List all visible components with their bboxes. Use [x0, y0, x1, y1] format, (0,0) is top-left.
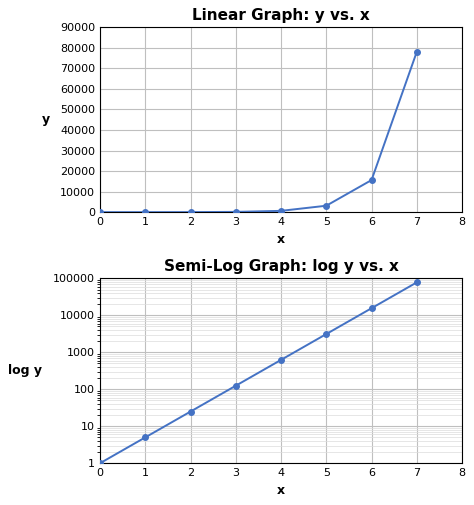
Y-axis label: y: y [42, 113, 50, 126]
X-axis label: x: x [277, 484, 285, 496]
X-axis label: x: x [277, 233, 285, 245]
Title: Semi-Log Graph: log y vs. x: Semi-Log Graph: log y vs. x [164, 260, 399, 274]
Y-axis label: log y: log y [9, 364, 42, 377]
Title: Linear Graph: y vs. x: Linear Graph: y vs. x [192, 9, 370, 23]
